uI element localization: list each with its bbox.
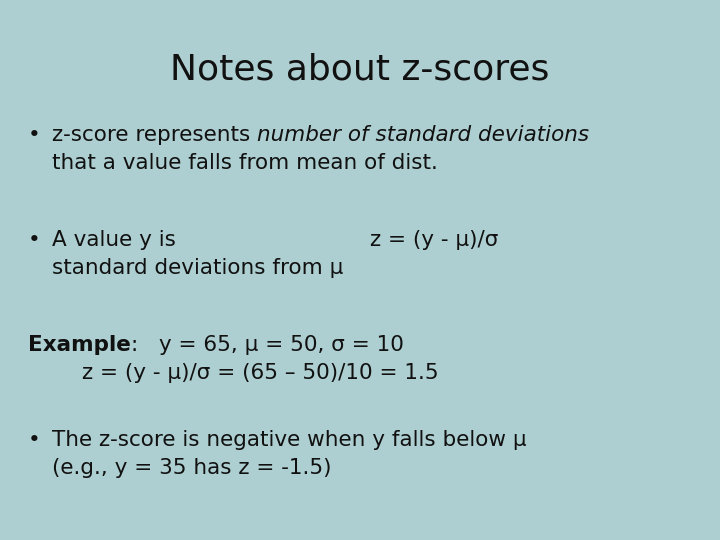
Text: The z-score is negative when y falls below μ: The z-score is negative when y falls bel…	[52, 430, 526, 450]
Text: that a value falls from mean of dist.: that a value falls from mean of dist.	[52, 153, 438, 173]
Text: Notes about z-scores: Notes about z-scores	[171, 52, 549, 86]
Text: A value y is: A value y is	[52, 230, 176, 250]
Text: :   y = 65, μ = 50, σ = 10: : y = 65, μ = 50, σ = 10	[131, 335, 404, 355]
Text: number of standard deviations: number of standard deviations	[257, 125, 589, 145]
Text: Example: Example	[28, 335, 131, 355]
Text: standard deviations from μ: standard deviations from μ	[52, 258, 343, 278]
Text: (e.g., y = 35 has z = -1.5): (e.g., y = 35 has z = -1.5)	[52, 458, 331, 478]
Text: •: •	[28, 230, 41, 250]
Text: •: •	[28, 430, 41, 450]
Text: z-score represents: z-score represents	[52, 125, 257, 145]
Text: z = (y - μ)/σ: z = (y - μ)/σ	[370, 230, 498, 250]
Text: •: •	[28, 125, 41, 145]
Text: z = (y - μ)/σ = (65 – 50)/10 = 1.5: z = (y - μ)/σ = (65 – 50)/10 = 1.5	[82, 363, 438, 383]
